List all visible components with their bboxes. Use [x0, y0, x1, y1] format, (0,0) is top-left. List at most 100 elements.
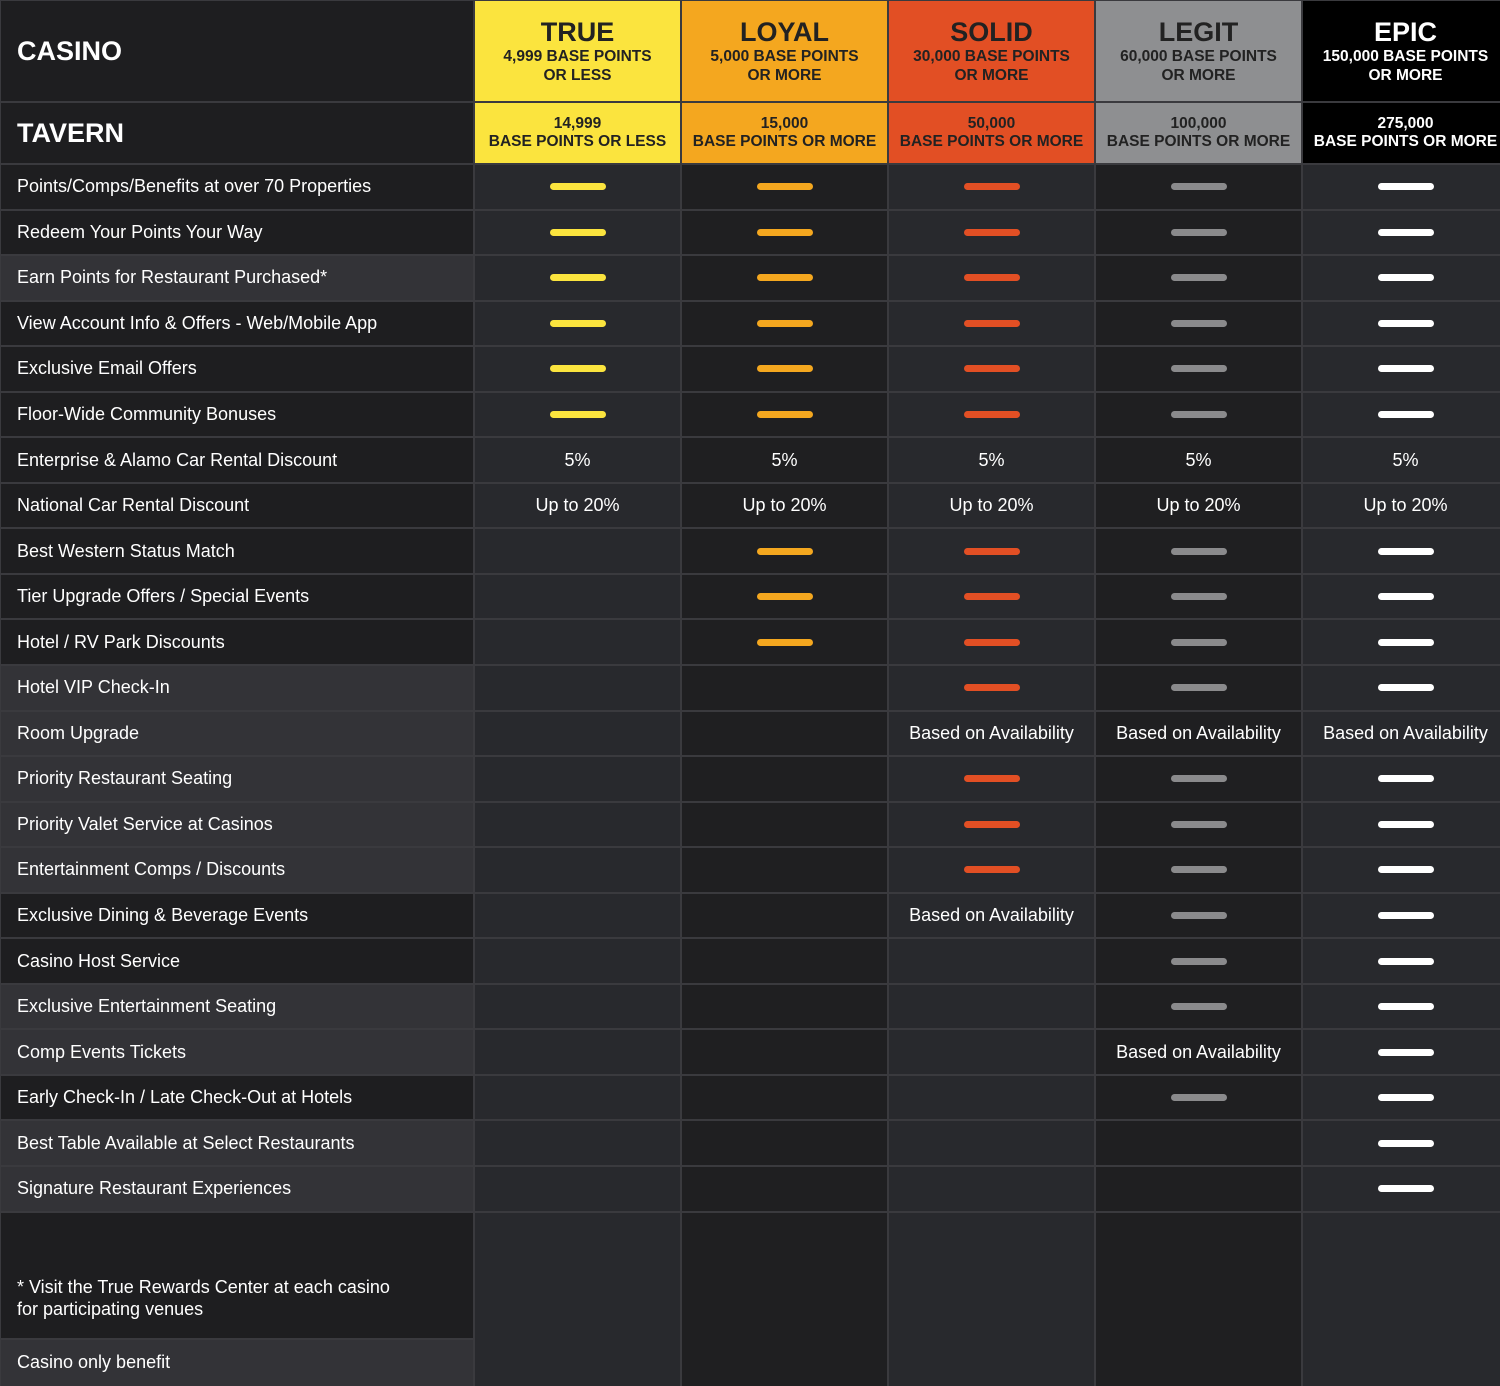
included-dash-icon	[1377, 228, 1434, 236]
benefit-cell	[475, 1030, 680, 1074]
benefit-cell: Based on Availability	[1096, 711, 1301, 756]
included-dash-icon	[1377, 684, 1434, 692]
tavern-title: TAVERN	[17, 117, 124, 148]
benefit-cell	[682, 1075, 887, 1120]
included-dash-icon	[1170, 1003, 1227, 1011]
benefit-cell	[475, 984, 680, 1029]
included-dash-icon	[549, 319, 606, 327]
benefit-cell: 5%	[682, 438, 887, 482]
included-dash-icon	[1377, 365, 1434, 373]
benefit-cell	[682, 210, 887, 255]
included-dash-icon	[963, 593, 1020, 601]
benefit-cell	[682, 984, 887, 1029]
benefit-cell	[1096, 1167, 1301, 1211]
included-dash-icon	[1377, 638, 1434, 646]
benefit-value: 5%	[771, 449, 798, 470]
benefit-cell	[1096, 666, 1301, 710]
benefit-cell	[1096, 848, 1301, 892]
benefit-label: Comp Events Tickets	[1, 1030, 473, 1074]
included-dash-icon	[1377, 411, 1434, 418]
included-dash-icon	[1377, 1094, 1434, 1102]
benefit-label: Signature Restaurant Experiences	[1, 1167, 473, 1211]
included-dash-icon	[1377, 866, 1434, 874]
benefit-cell	[682, 1121, 887, 1166]
included-dash-icon	[549, 411, 606, 418]
benefit-cell	[1303, 757, 1500, 801]
benefit-cell	[1096, 574, 1301, 619]
benefit-cell	[1303, 802, 1500, 847]
included-dash-icon	[1377, 547, 1434, 555]
tier-name: EPIC	[1373, 17, 1438, 47]
benefit-cell	[1096, 301, 1301, 346]
benefit-label: Best Table Available at Select Restauran…	[1, 1121, 473, 1166]
benefit-value: Up to 20%	[535, 495, 620, 516]
benefit-label: Redeem Your Points Your Way	[1, 210, 473, 255]
benefit-cell	[1096, 620, 1301, 665]
included-dash-icon	[756, 411, 813, 418]
empty-cell	[682, 1212, 887, 1386]
benefit-label: Entertainment Comps / Discounts	[1, 848, 473, 892]
benefit-cell	[475, 666, 680, 710]
included-dash-icon	[1170, 411, 1227, 418]
included-dash-icon	[549, 274, 606, 282]
benefit-label: Exclusive Dining & Beverage Events	[1, 893, 473, 938]
included-dash-icon	[1170, 866, 1227, 874]
benefit-cell	[475, 529, 680, 573]
tier-tavern-qualifier: BASE POINTS OR MORE	[1313, 133, 1498, 150]
included-dash-icon	[963, 228, 1020, 236]
benefit-value: Up to 20%	[742, 495, 827, 516]
tier-casino-threshold-qualifier: OR LESS	[543, 67, 612, 84]
benefit-cell	[682, 165, 887, 209]
empty-cell	[1303, 1212, 1500, 1386]
tier-casino-threshold-qualifier: OR MORE	[1368, 67, 1443, 84]
benefit-cell	[475, 893, 680, 938]
benefit-value: 5%	[1392, 449, 1419, 470]
empty-cell	[475, 1212, 680, 1386]
benefit-cell: Based on Availability	[889, 893, 1094, 938]
included-dash-icon	[963, 638, 1020, 646]
tier-name: LEGIT	[1158, 17, 1239, 47]
benefit-cell	[1303, 984, 1500, 1029]
benefit-cell	[682, 620, 887, 665]
benefit-value: Based on Availability	[1323, 722, 1488, 743]
benefit-cell	[1096, 347, 1301, 391]
benefit-cell	[1303, 347, 1500, 391]
benefit-value: Up to 20%	[1156, 495, 1241, 516]
tier-tavern-qualifier: BASE POINTS OR MORE	[899, 133, 1084, 150]
benefit-cell	[475, 757, 680, 801]
benefit-cell: Up to 20%	[682, 483, 887, 528]
tier-casino-threshold: 5,000 BASE POINTS	[710, 48, 859, 65]
benefit-cell	[1096, 893, 1301, 938]
benefit-cell	[475, 1121, 680, 1166]
included-dash-icon	[1377, 1048, 1434, 1056]
benefit-cell	[889, 802, 1094, 847]
benefit-label: Enterprise & Alamo Car Rental Discount	[1, 438, 473, 482]
benefit-cell	[1096, 939, 1301, 983]
benefit-cell	[475, 711, 680, 756]
included-dash-icon	[1377, 319, 1434, 327]
benefit-cell	[1096, 984, 1301, 1029]
benefit-label: Best Western Status Match	[1, 529, 473, 573]
benefit-cell	[682, 301, 887, 346]
tier-casino-threshold-qualifier: OR MORE	[1161, 67, 1236, 84]
benefit-value: Based on Availability	[909, 722, 1074, 743]
included-dash-icon	[1377, 820, 1434, 828]
benefit-cell	[889, 165, 1094, 209]
benefit-label: Exclusive Entertainment Seating	[1, 984, 473, 1029]
tier-header-legit: LEGIT 60,000 BASE POINTS OR MORE	[1096, 1, 1301, 101]
benefit-label: Priority Valet Service at Casinos	[1, 802, 473, 847]
benefit-cell	[1303, 848, 1500, 892]
tier-casino-threshold: 30,000 BASE POINTS	[913, 48, 1070, 65]
benefit-cell	[1096, 210, 1301, 255]
included-dash-icon	[756, 365, 813, 373]
included-dash-icon	[963, 547, 1020, 555]
tier-tavern-qualifier: BASE POINTS OR MORE	[1106, 133, 1291, 150]
tier-tavern-loyal: 15,000 BASE POINTS OR MORE	[682, 103, 887, 163]
benefit-value: Based on Availability	[1116, 1041, 1281, 1062]
included-dash-icon	[1170, 547, 1227, 555]
tier-name: TRUE	[540, 17, 615, 47]
benefit-cell	[1303, 574, 1500, 619]
included-dash-icon	[1170, 912, 1227, 920]
benefit-cell	[475, 165, 680, 209]
benefit-cell	[682, 1030, 887, 1074]
